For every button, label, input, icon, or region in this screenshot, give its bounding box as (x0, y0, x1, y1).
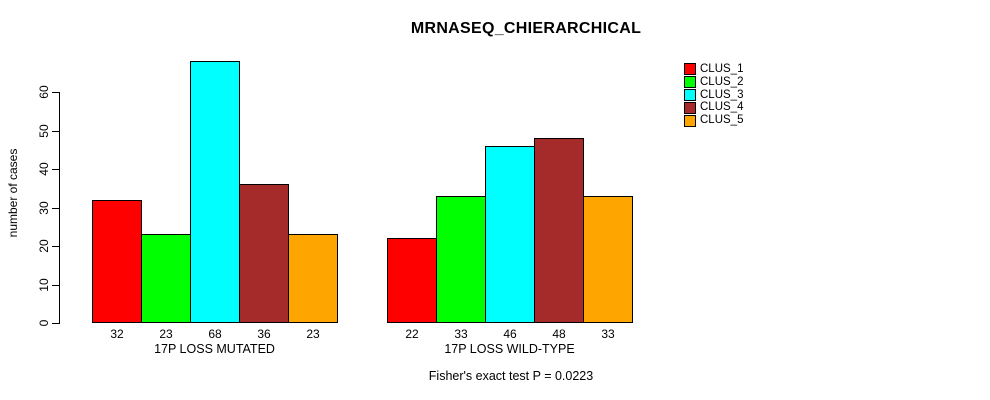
bar-clus_2-group2 (436, 195, 486, 323)
bar-clus_5-group2 (583, 195, 633, 323)
legend-label: CLUS_3 (700, 88, 744, 101)
y-axis-tick-label: 50 (37, 123, 51, 138)
legend-label: CLUS_4 (700, 101, 744, 114)
bar-value-label: 36 (257, 327, 271, 341)
bar-value-label: 48 (552, 327, 566, 341)
y-axis-tick (52, 169, 59, 170)
y-axis-line (59, 92, 60, 324)
legend-label: CLUS_5 (700, 114, 744, 127)
legend-item-clus_4: CLUS_4 (684, 101, 743, 114)
legend-swatch-clus_5 (684, 114, 696, 127)
footer-note: Fisher's exact test P = 0.0223 (428, 369, 594, 383)
y-axis-tick (52, 92, 59, 93)
bar-clus_4-group2 (534, 138, 584, 323)
bar-value-label: 23 (306, 327, 320, 341)
y-axis-tick (52, 130, 59, 132)
legend-item-clus_1: CLUS_1 (684, 63, 743, 76)
chart-title: MRNASEQ_CHIERARCHICAL (410, 20, 642, 37)
bar-clus_1-group2 (387, 238, 437, 323)
y-axis-tick (52, 207, 59, 209)
bar-value-label: 46 (503, 327, 517, 341)
y-axis-tick-label: 20 (37, 239, 51, 253)
legend-swatch-clus_4 (684, 101, 696, 114)
bar-clus_5-group1 (288, 234, 338, 323)
bar-value-label: 33 (454, 327, 468, 341)
legend-item-clus_2: CLUS_2 (684, 76, 743, 89)
bar-value-label: 33 (601, 327, 615, 341)
legend-swatch-clus_1 (684, 63, 696, 76)
group-label: 17P LOSS MUTATED (154, 342, 275, 356)
legend-item-clus_3: CLUS_3 (684, 89, 743, 102)
y-axis-tick (52, 284, 59, 286)
y-axis-tick-label: 40 (37, 162, 51, 176)
bar-value-label: 22 (405, 327, 419, 341)
legend-swatch-clus_3 (684, 88, 696, 101)
bar-clus_1-group1 (92, 199, 142, 323)
y-axis-tick-label: 60 (37, 85, 51, 99)
bar-value-label: 68 (208, 327, 222, 341)
y-axis-label: number of cases (6, 148, 20, 238)
bar-clus_2-group1 (141, 234, 191, 323)
bar-value-label: 23 (159, 327, 173, 341)
bar-clus_4-group1 (239, 184, 289, 323)
y-axis-tick (52, 246, 59, 247)
y-axis-tick-label: 10 (37, 277, 51, 292)
bar-value-label: 32 (110, 327, 124, 341)
legend-swatch-clus_2 (684, 76, 696, 89)
legend: CLUS_1 CLUS_2 CLUS_3 CLUS_4 CLUS_5 (684, 63, 743, 127)
y-axis-tick (52, 323, 59, 324)
legend-label: CLUS_1 (700, 63, 744, 75)
bar-clus_3-group2 (485, 145, 535, 323)
y-axis-tick-label: 30 (37, 200, 51, 215)
group-label: 17P LOSS WILD-TYPE (444, 342, 575, 356)
legend-item-clus_5: CLUS_5 (684, 114, 743, 127)
legend-label: CLUS_2 (700, 75, 744, 88)
y-axis-tick-label: 0 (37, 319, 51, 327)
bar-clus_3-group1 (190, 61, 240, 323)
